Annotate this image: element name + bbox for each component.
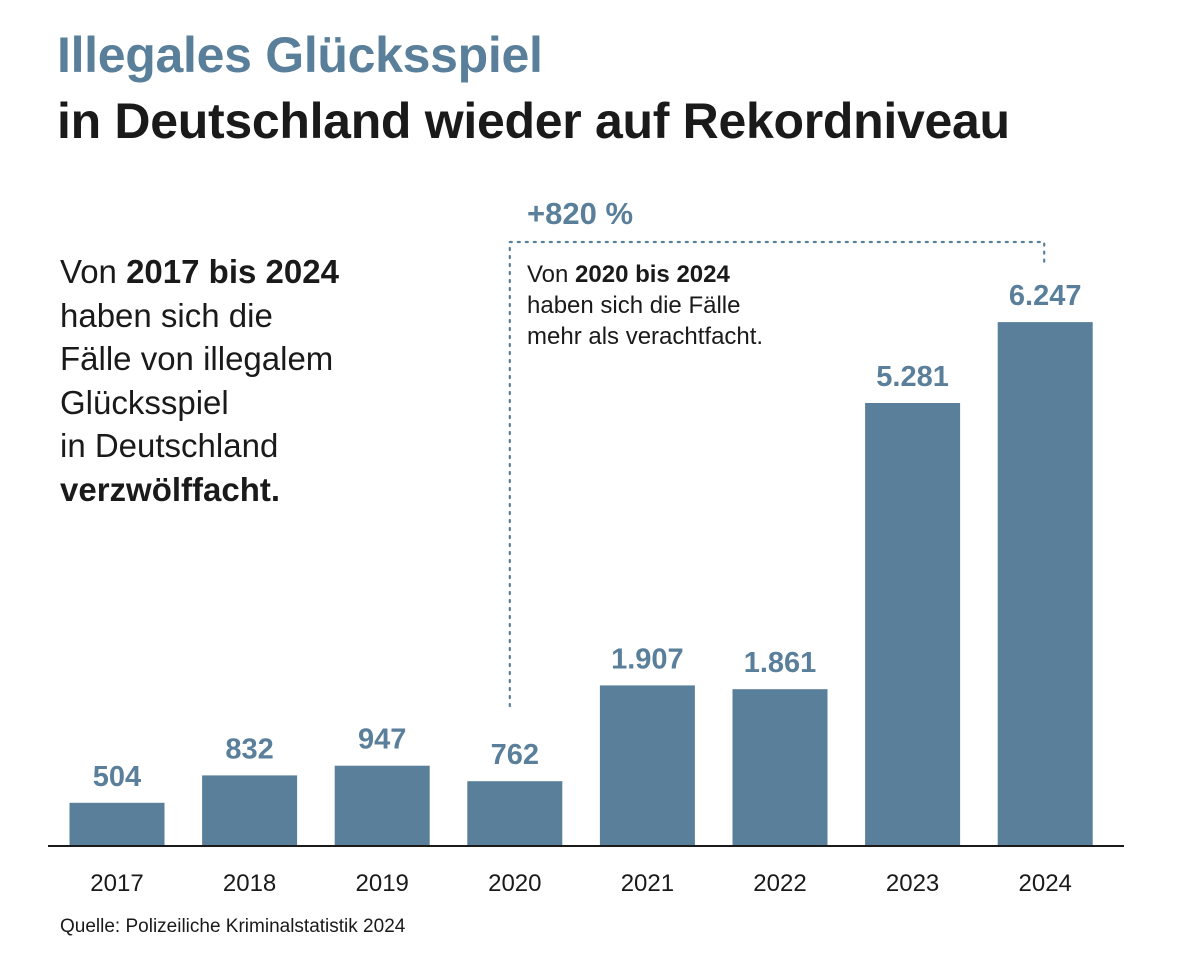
bar-2023 bbox=[865, 403, 961, 845]
intro-line-1: Von 2017 bis 2024 bbox=[60, 250, 400, 294]
intro-line-5: in Deutschland bbox=[60, 427, 279, 464]
annotation-note: Von 2020 bis 2024 haben sich die Fälle m… bbox=[527, 259, 847, 352]
chart-title-line-2: in Deutschland wieder auf Rekordniveau bbox=[57, 93, 1010, 149]
x-tick-label-2021: 2021 bbox=[621, 870, 674, 897]
value-label-2022: 1.861 bbox=[744, 647, 817, 679]
x-tick-label-2019: 2019 bbox=[356, 870, 409, 897]
source-note: Quelle: Polizeiliche Kriminalstatistik 2… bbox=[60, 916, 406, 937]
x-tick-label-2023: 2023 bbox=[886, 870, 939, 897]
value-label-2020: 762 bbox=[491, 739, 539, 771]
value-label-2019: 947 bbox=[358, 724, 406, 756]
x-tick-label-2017: 2017 bbox=[90, 870, 143, 897]
intro-text: Von 2017 bis 2024 haben sich die Fälle v… bbox=[60, 250, 400, 511]
annotation-line-1: Von 2020 bis 2024 bbox=[527, 259, 847, 290]
growth-percent-label: +820 % bbox=[527, 196, 634, 231]
annotation-line-2: haben sich die Fälle bbox=[527, 292, 741, 319]
annotation-years: 2020 bis 2024 bbox=[575, 261, 730, 288]
x-tick-label-2022: 2022 bbox=[753, 870, 806, 897]
x-tick-label-2020: 2020 bbox=[488, 870, 541, 897]
bar-2022 bbox=[732, 689, 828, 845]
chart-title-line-1: Illegales Glücksspiel bbox=[57, 27, 543, 83]
value-label-2024: 6.247 bbox=[1009, 280, 1082, 312]
value-label-2018: 832 bbox=[225, 733, 273, 765]
intro-line-2: haben sich die bbox=[60, 296, 273, 334]
bar-2020 bbox=[467, 781, 563, 845]
intro-line-6: verzwölffacht. bbox=[60, 468, 400, 512]
value-label-2023: 5.281 bbox=[876, 361, 949, 393]
intro-years: 2017 bis 2024 bbox=[126, 253, 339, 290]
value-label-2021: 1.907 bbox=[611, 643, 684, 675]
intro-line-3: Fälle von illegalem bbox=[60, 340, 334, 377]
bar-2019 bbox=[334, 765, 430, 845]
intro-line-1-text: Von bbox=[60, 253, 127, 290]
x-tick-label-2024: 2024 bbox=[1019, 870, 1072, 897]
value-label-2017: 504 bbox=[93, 761, 141, 793]
bar-2017 bbox=[69, 802, 165, 845]
bar-2018 bbox=[202, 775, 298, 845]
annotation-line-1-text: Von bbox=[527, 261, 576, 288]
growth-bracket bbox=[508, 240, 1046, 708]
bar-2021 bbox=[599, 685, 695, 845]
bar-2024 bbox=[997, 322, 1093, 846]
intro-verb: verzwölffacht. bbox=[60, 470, 281, 508]
x-tick-label-2018: 2018 bbox=[223, 870, 276, 897]
intro-line-4: Glücksspiel bbox=[60, 383, 229, 421]
annotation-line-3: mehr als verachtfacht. bbox=[527, 323, 764, 350]
